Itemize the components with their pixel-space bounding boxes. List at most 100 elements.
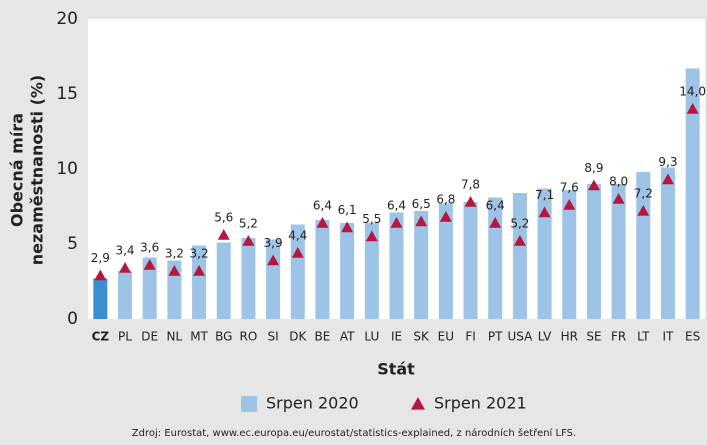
marker xyxy=(316,217,329,228)
value-label: 4,4 xyxy=(288,229,307,243)
marker xyxy=(193,265,206,276)
value-label: 6,4 xyxy=(486,199,505,213)
legend-label: Srpen 2020 xyxy=(266,394,359,413)
marker xyxy=(94,269,107,281)
bar xyxy=(660,167,675,319)
value-label: 8,9 xyxy=(584,161,603,175)
bar xyxy=(562,190,577,319)
y-label-line: nezaměstnanosti (%) xyxy=(28,75,47,266)
value-label: 6,4 xyxy=(313,199,332,213)
x-tick-label: PL xyxy=(118,330,132,344)
marker xyxy=(365,230,378,242)
bar xyxy=(364,223,379,319)
value-label: 14,0 xyxy=(679,85,706,99)
bar xyxy=(315,220,330,319)
y-tick-label: 0 xyxy=(67,309,78,329)
value-label: 7,1 xyxy=(535,188,554,202)
value-label: 6,4 xyxy=(387,199,406,213)
x-tick-label: FI xyxy=(465,330,475,344)
y-tick-label: 15 xyxy=(56,84,78,104)
bar xyxy=(290,224,305,319)
value-label: 6,5 xyxy=(412,197,431,211)
marker xyxy=(242,235,255,246)
marker xyxy=(217,229,230,240)
bar xyxy=(142,257,157,319)
bar xyxy=(93,278,108,319)
source: Zdroj: Eurostat, www.ec.europa.eu/eurost… xyxy=(132,427,576,439)
x-tick-label: NL xyxy=(167,330,183,344)
marker xyxy=(513,235,526,246)
bar xyxy=(241,238,256,319)
x-tick-label: ES xyxy=(685,330,700,344)
x-tick-label: PT xyxy=(488,330,503,344)
marker xyxy=(119,262,132,273)
bar xyxy=(636,172,651,319)
x-tick-label: DK xyxy=(289,330,307,344)
legend-marker xyxy=(411,397,425,410)
marker xyxy=(143,259,156,270)
y-label-line: Obecná míra xyxy=(8,113,27,227)
marker xyxy=(637,205,650,216)
legend-label: Srpen 2021 xyxy=(434,394,527,413)
bar xyxy=(389,212,404,319)
x-tick-label: IE xyxy=(391,330,402,344)
marker xyxy=(612,193,625,204)
value-label: 7,8 xyxy=(461,178,480,192)
value-label: 3,6 xyxy=(140,241,159,255)
x-tick-label: LU xyxy=(364,330,379,344)
value-label: 7,6 xyxy=(560,181,579,195)
value-label: 3,9 xyxy=(264,236,283,250)
x-tick-label: HR xyxy=(561,330,578,344)
x-tick-label: IT xyxy=(663,330,675,344)
y-axis-label: Obecná míra nezaměstnanosti (%) xyxy=(8,75,47,266)
value-label: 8,0 xyxy=(609,175,628,189)
marker xyxy=(267,254,280,266)
marker xyxy=(587,179,600,191)
x-tick-label: SK xyxy=(413,330,430,344)
bar xyxy=(192,245,207,319)
bar xyxy=(414,211,429,319)
value-label: 3,4 xyxy=(115,244,134,258)
bar xyxy=(685,68,700,319)
bar xyxy=(512,193,527,319)
marker xyxy=(291,247,304,258)
marker xyxy=(439,211,452,222)
marker xyxy=(390,217,403,228)
marker xyxy=(341,221,354,233)
x-tick-label: RO xyxy=(240,330,258,344)
x-tick-label: SE xyxy=(586,330,601,344)
bar xyxy=(118,271,133,319)
bar xyxy=(611,184,626,319)
value-label: 2,9 xyxy=(91,251,110,265)
marker xyxy=(563,199,576,210)
legend-swatch xyxy=(241,396,257,412)
value-label: 5,2 xyxy=(239,217,258,231)
y-tick-label: 5 xyxy=(67,234,78,254)
marker xyxy=(464,196,477,207)
value-label: 6,1 xyxy=(338,203,357,217)
x-tick-label: BG xyxy=(215,330,232,344)
value-label: 5,2 xyxy=(510,217,529,231)
y-tick-label: 20 xyxy=(56,9,78,29)
x-tick-label: LV xyxy=(538,330,552,344)
value-label: 3,2 xyxy=(165,247,184,261)
bar xyxy=(463,202,478,319)
marker xyxy=(415,215,428,227)
x-tick-label: MT xyxy=(190,330,208,344)
marker xyxy=(168,265,181,276)
x-tick-label: FR xyxy=(611,330,626,344)
value-label: 5,6 xyxy=(214,211,233,225)
bar xyxy=(586,184,601,319)
y-tick-label: 10 xyxy=(56,159,78,179)
bar xyxy=(266,239,281,319)
bar xyxy=(537,188,552,319)
x-tick-label: BE xyxy=(315,330,331,344)
bar xyxy=(488,197,503,319)
bar xyxy=(438,203,453,319)
x-tick-label: USA xyxy=(507,330,533,344)
value-label: 6,8 xyxy=(436,193,455,207)
bar xyxy=(216,242,231,319)
x-tick-label: CZ xyxy=(92,330,110,344)
x-tick-label: DE xyxy=(141,330,158,344)
